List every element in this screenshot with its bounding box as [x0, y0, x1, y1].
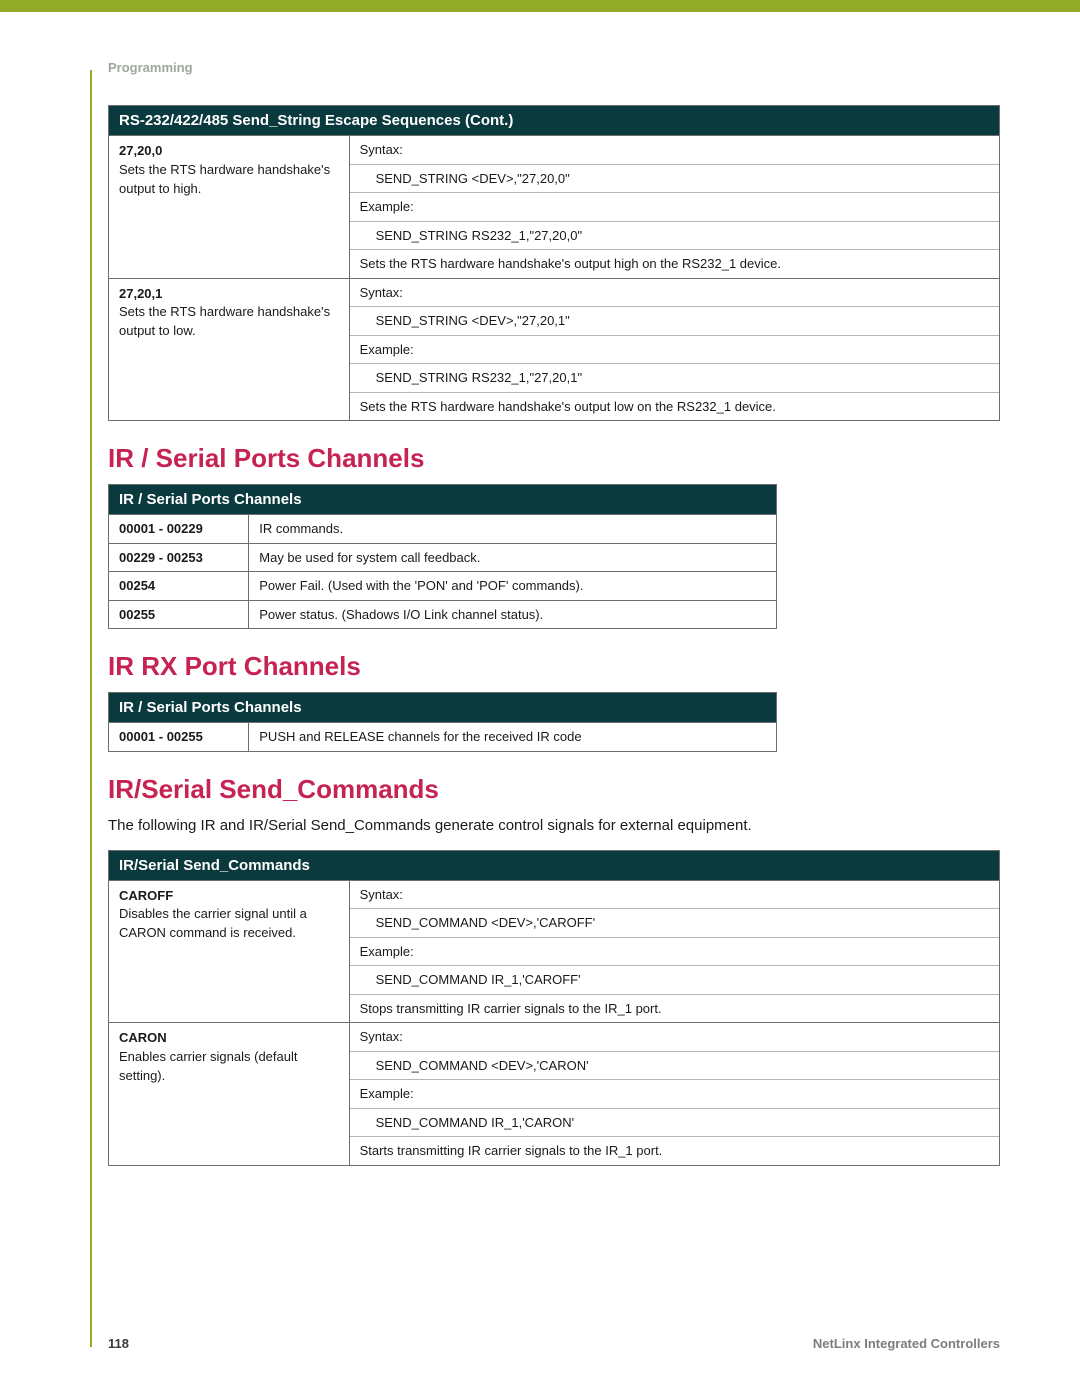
detail-line: Sets the RTS hardware handshake's output… — [350, 249, 999, 278]
command-cell: 27,20,0Sets the RTS hardware handshake's… — [109, 136, 350, 279]
detail-line: Stops transmitting IR carrier signals to… — [350, 994, 999, 1023]
page-number: 118 — [108, 1336, 129, 1351]
command-name: 27,20,0 — [119, 142, 339, 161]
command-cell: CARONEnables carrier signals (default se… — [109, 1023, 350, 1166]
detail-line: Example: — [350, 1079, 999, 1108]
channel-desc: Power status. (Shadows I/O Link channel … — [249, 600, 777, 629]
heading-ir-serial-ports: IR / Serial Ports Channels — [108, 443, 1000, 474]
detail-line: SEND_COMMAND <DEV>,'CARON' — [350, 1051, 999, 1080]
table-row: 00255Power status. (Shadows I/O Link cha… — [109, 600, 777, 629]
detail-line: Example: — [350, 335, 999, 364]
detail-line: SEND_COMMAND IR_1,'CAROFF' — [350, 965, 999, 994]
command-desc: Disables the carrier signal until a CARO… — [119, 905, 339, 943]
book-title: NetLinx Integrated Controllers — [813, 1336, 1000, 1351]
table-header: IR / Serial Ports Channels — [109, 485, 777, 515]
page: Programming RS-232/422/485 Send_String E… — [0, 0, 1080, 1397]
command-cell: CAROFFDisables the carrier signal until … — [109, 880, 350, 1023]
detail-cell: Syntax:SEND_COMMAND <DEV>,'CARON'Example… — [349, 1023, 999, 1166]
table-row: CAROFFDisables the carrier signal until … — [109, 880, 1000, 1023]
channel-code: 00255 — [109, 600, 249, 629]
channel-desc: May be used for system call feedback. — [249, 543, 777, 572]
table-row: 00254Power Fail. (Used with the 'PON' an… — [109, 572, 777, 601]
detail-line: SEND_STRING RS232_1,"27,20,0" — [350, 221, 999, 250]
ir-serial-ports-table: IR / Serial Ports Channels 00001 - 00229… — [108, 484, 777, 629]
command-name: CARON — [119, 1029, 339, 1048]
section-label: Programming — [108, 60, 1000, 75]
detail-cell: Syntax:SEND_COMMAND <DEV>,'CAROFF'Exampl… — [349, 880, 999, 1023]
table-row: 00229 - 00253May be used for system call… — [109, 543, 777, 572]
channel-code: 00254 — [109, 572, 249, 601]
detail-line: Example: — [350, 192, 999, 221]
ir-rx-ports-table: IR / Serial Ports Channels 00001 - 00255… — [108, 692, 777, 752]
channel-code: 00229 - 00253 — [109, 543, 249, 572]
table-row: 00001 - 00255PUSH and RELEASE channels f… — [109, 723, 777, 752]
detail-line: Syntax: — [350, 136, 999, 164]
table-row: 27,20,0Sets the RTS hardware handshake's… — [109, 136, 1000, 279]
detail-line: Example: — [350, 937, 999, 966]
table-row: 00001 - 00229IR commands. — [109, 515, 777, 544]
table-row: CARONEnables carrier signals (default se… — [109, 1023, 1000, 1166]
command-cell: 27,20,1Sets the RTS hardware handshake's… — [109, 278, 350, 421]
command-desc: Enables carrier signals (default setting… — [119, 1048, 339, 1086]
channel-code: 00001 - 00229 — [109, 515, 249, 544]
heading-ir-rx-ports: IR RX Port Channels — [108, 651, 1000, 682]
table-header: RS-232/422/485 Send_String Escape Sequen… — [109, 106, 1000, 136]
page-footer: 118 NetLinx Integrated Controllers — [108, 1336, 1000, 1351]
detail-line: SEND_COMMAND IR_1,'CARON' — [350, 1108, 999, 1137]
command-name: 27,20,1 — [119, 285, 339, 304]
detail-line: SEND_COMMAND <DEV>,'CAROFF' — [350, 908, 999, 937]
detail-line: Syntax: — [350, 881, 999, 909]
escape-sequences-table: RS-232/422/485 Send_String Escape Sequen… — [108, 105, 1000, 421]
ir-serial-send-table: IR/Serial Send_Commands CAROFFDisables t… — [108, 850, 1000, 1166]
left-accent-rule — [90, 70, 92, 1347]
table-header: IR/Serial Send_Commands — [109, 850, 1000, 880]
command-desc: Sets the RTS hardware handshake's output… — [119, 303, 339, 341]
detail-line: Sets the RTS hardware handshake's output… — [350, 392, 999, 421]
channel-desc: IR commands. — [249, 515, 777, 544]
detail-line: Starts transmitting IR carrier signals t… — [350, 1136, 999, 1165]
table-row: 27,20,1Sets the RTS hardware handshake's… — [109, 278, 1000, 421]
detail-cell: Syntax:SEND_STRING <DEV>,"27,20,0"Exampl… — [349, 136, 999, 279]
detail-line: SEND_STRING <DEV>,"27,20,1" — [350, 306, 999, 335]
table-header: IR / Serial Ports Channels — [109, 693, 777, 723]
channel-code: 00001 - 00255 — [109, 723, 249, 752]
command-desc: Sets the RTS hardware handshake's output… — [119, 161, 339, 199]
intro-paragraph: The following IR and IR/Serial Send_Comm… — [108, 815, 1000, 836]
detail-line: Syntax: — [350, 279, 999, 307]
channel-desc: PUSH and RELEASE channels for the receiv… — [249, 723, 777, 752]
command-name: CAROFF — [119, 887, 339, 906]
channel-desc: Power Fail. (Used with the 'PON' and 'PO… — [249, 572, 777, 601]
detail-line: SEND_STRING <DEV>,"27,20,0" — [350, 164, 999, 193]
detail-cell: Syntax:SEND_STRING <DEV>,"27,20,1"Exampl… — [349, 278, 999, 421]
detail-line: Syntax: — [350, 1023, 999, 1051]
detail-line: SEND_STRING RS232_1,"27,20,1" — [350, 363, 999, 392]
heading-ir-serial-send: IR/Serial Send_Commands — [108, 774, 1000, 805]
